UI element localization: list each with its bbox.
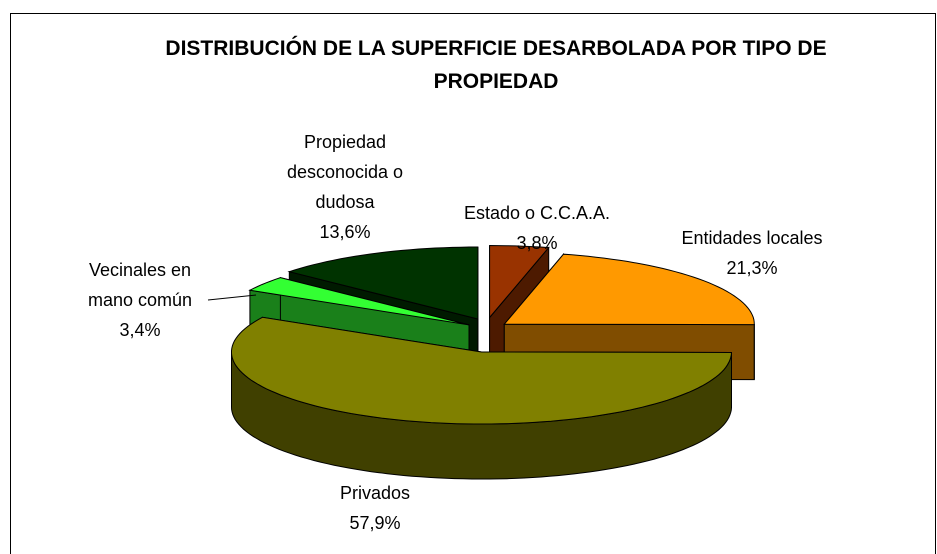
category-label: Privados [339,483,411,503]
value-label: 13,6% [319,222,371,242]
slice-label: Propiedad desconocida o dudosa 13,6% [265,127,425,247]
slice-label: Privados 57,9% [275,478,475,538]
slice [231,316,733,425]
value-label: 3,4% [119,320,161,340]
value-label: 57,9% [349,513,401,533]
value-label: 21,3% [726,258,778,278]
slice [503,253,755,326]
category-label: Propiedad desconocida o dudosa [286,132,404,212]
slice-label: Vecinales en mano común 3,4% [75,255,205,345]
slice-label: Estado o C.C.A.A. 3,8% [427,198,647,258]
category-label: Entidades locales [681,228,823,248]
chart-title: DISTRIBUCIÓN DE LA SUPERFICIE DESARBOLAD… [165,37,827,93]
category-label: Estado o C.C.A.A. [463,203,611,223]
slice [489,244,550,319]
slice-label: Entidades locales 21,3% [642,223,862,283]
chart-frame [10,13,936,554]
value-label: 3,8% [516,233,558,253]
slice [287,246,479,320]
slice [248,277,470,326]
leader-line [207,294,257,301]
category-label: Vecinales en mano común [87,260,193,310]
